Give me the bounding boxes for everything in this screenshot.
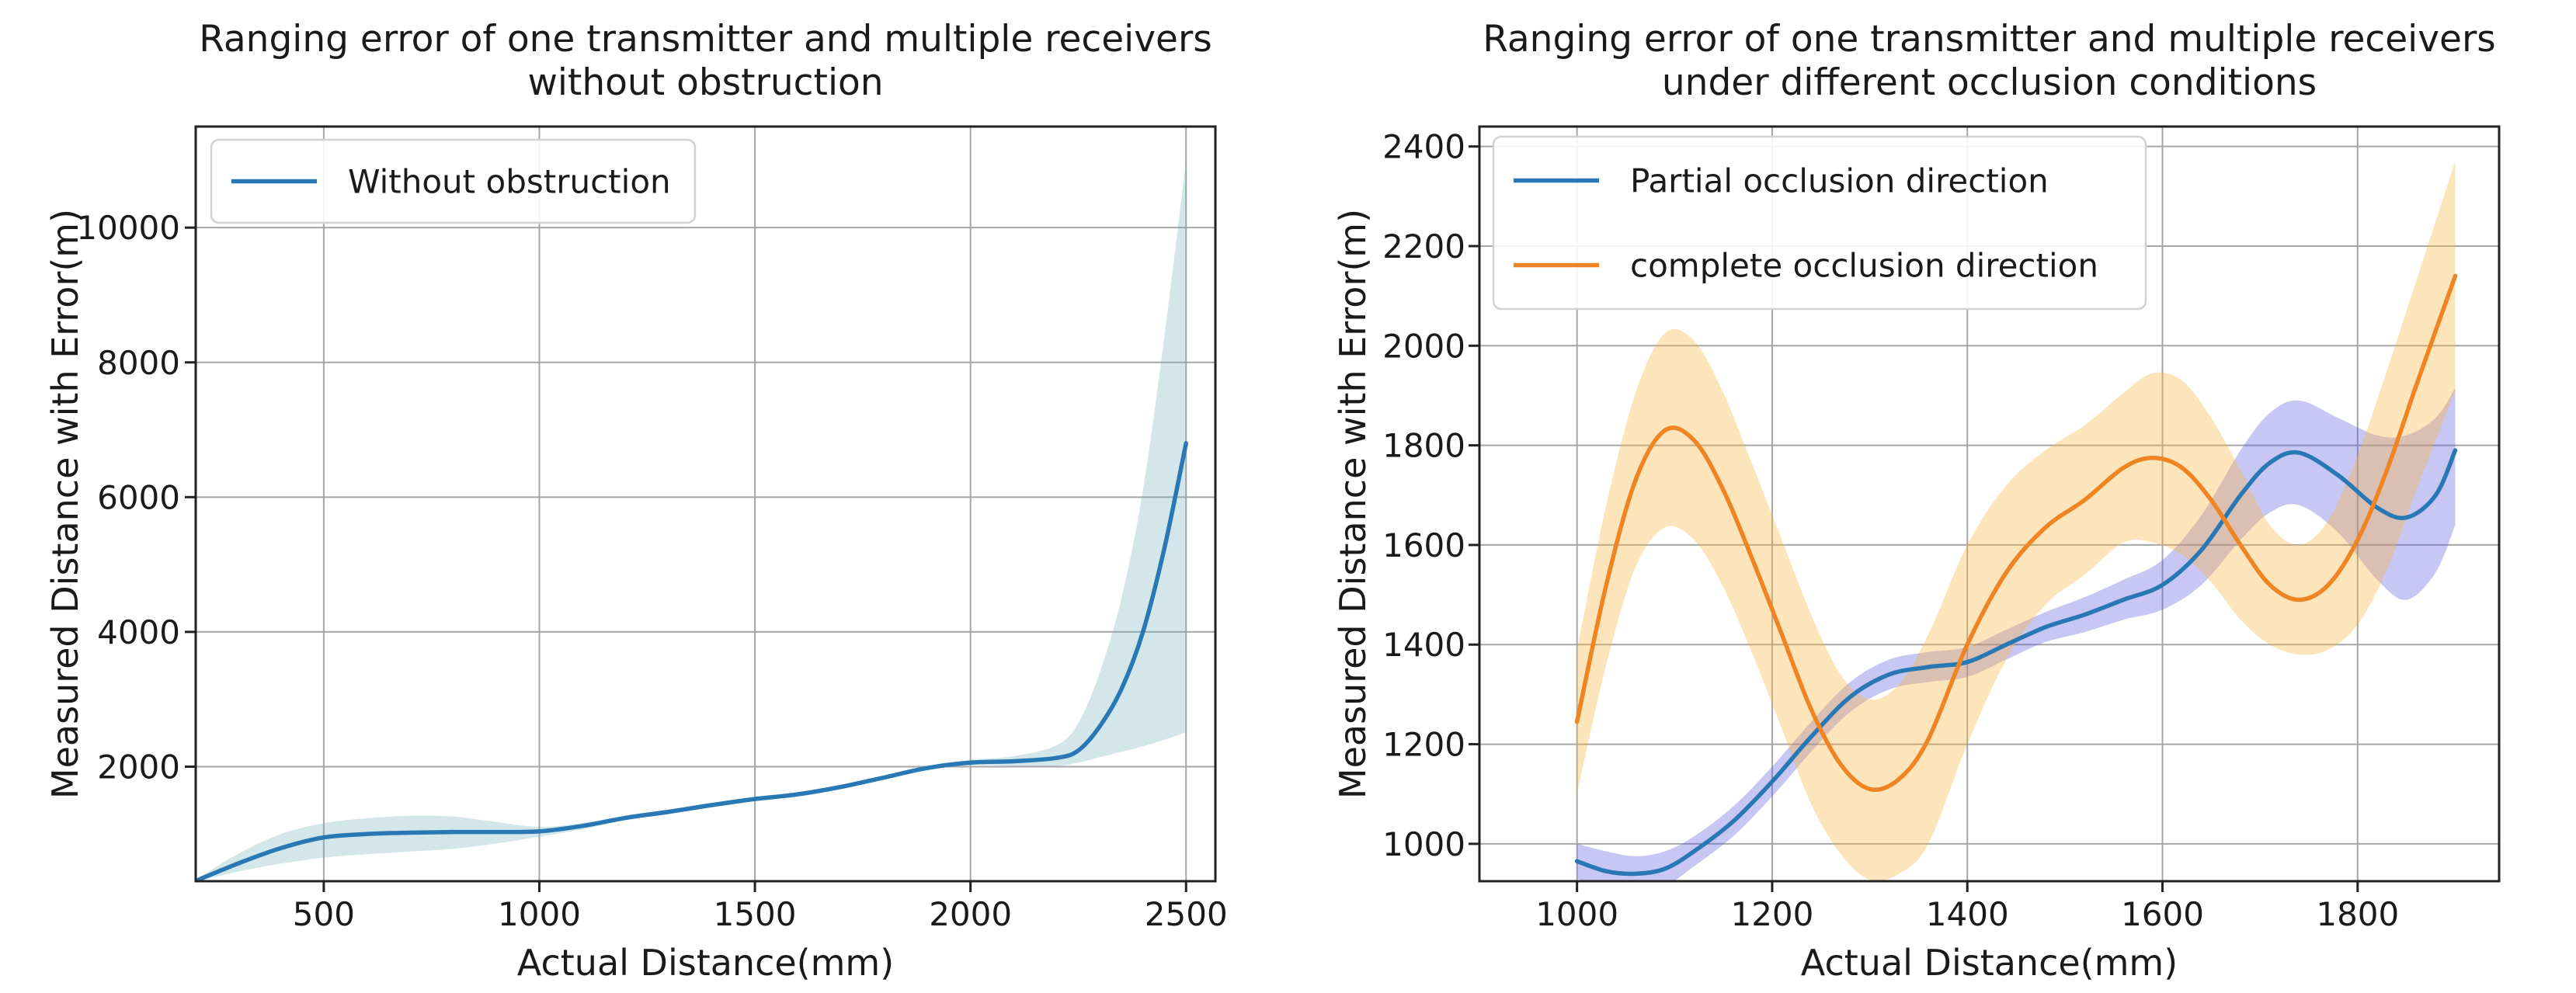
legend: Without obstruction xyxy=(210,138,697,224)
x-tick-label: 2000 xyxy=(929,895,1012,933)
y-tick-label: 1400 xyxy=(1382,626,1465,664)
y-tick-label: 2000 xyxy=(1382,327,1465,365)
y-tick-label: 10000 xyxy=(76,209,180,247)
y-tick-label: 8000 xyxy=(97,344,180,382)
data-line xyxy=(1574,448,2458,877)
y-axis-label: Measured Distance with Error(m) xyxy=(1332,209,1374,799)
left-chart-svg: 500 1000 1500 2000 2500 2000 4000 6000 8000 10000… xyxy=(44,18,1228,984)
chart-title-line: without obstruction xyxy=(527,61,883,104)
y-tick-label: 1000 xyxy=(1382,825,1465,863)
y-tick-label: 4000 xyxy=(97,613,180,651)
y-tick-label: 2200 xyxy=(1382,227,1465,266)
x-tick-label: 1000 xyxy=(498,895,581,933)
legend: Partial occlusion direction complete occl… xyxy=(1492,135,2147,311)
right-chart-figure: 1000 1200 1400 1600 1800 1000 1200 1400 1600 1800… xyxy=(1288,0,2576,993)
x-axis-label: Actual Distance(mm) xyxy=(517,942,894,984)
y-tick-label: 2400 xyxy=(1382,128,1465,166)
x-tick-label: 1800 xyxy=(2316,895,2399,933)
y-tick-label: 2000 xyxy=(97,748,180,786)
y-tick-label: 1600 xyxy=(1382,526,1465,564)
legend-box xyxy=(1492,135,2147,311)
data-line xyxy=(196,441,1188,881)
legend-label: complete occlusion direction xyxy=(1630,247,2098,285)
chart-title-line: Ranging error of one transmitter and mul… xyxy=(1483,18,2496,61)
y-tick-label: 1800 xyxy=(1382,427,1465,465)
x-tick-label: 1600 xyxy=(2121,895,2204,933)
plot-border xyxy=(1478,125,2501,883)
legend-label: Without obstruction xyxy=(348,163,671,201)
x-tick-label: 2500 xyxy=(1145,895,1228,933)
plot-border xyxy=(194,125,1217,883)
x-tick-label: 1200 xyxy=(1730,895,1813,933)
x-tick-label: 500 xyxy=(293,895,355,933)
confidence-band xyxy=(1577,387,2456,881)
x-tick-label: 1400 xyxy=(1926,895,2009,933)
x-axis-label: Actual Distance(mm) xyxy=(1801,942,2178,984)
y-axis-label: Measured Distance with Error(m) xyxy=(44,209,86,799)
left-chart-figure: 500 1000 1500 2000 2500 2000 4000 6000 8000 10000… xyxy=(44,18,1228,984)
y-tick-label: 6000 xyxy=(97,478,180,516)
chart-title-line: Ranging error of one transmitter and mul… xyxy=(199,18,1212,61)
plot-area xyxy=(196,127,1215,881)
confidence-band xyxy=(1577,161,2456,881)
chart-title-line: under different occlusion conditions xyxy=(1662,61,2317,104)
data-line xyxy=(1574,273,2458,792)
right-chart-svg: 1000 1200 1400 1600 1800 1000 1200 1400 1600 1800… xyxy=(1332,18,2501,984)
legend-label: Partial occlusion direction xyxy=(1630,162,2049,200)
y-tick-label: 1200 xyxy=(1382,726,1465,764)
x-tick-label: 1500 xyxy=(714,895,797,933)
legend-box xyxy=(210,138,697,224)
x-tick-label: 1000 xyxy=(1535,895,1618,933)
